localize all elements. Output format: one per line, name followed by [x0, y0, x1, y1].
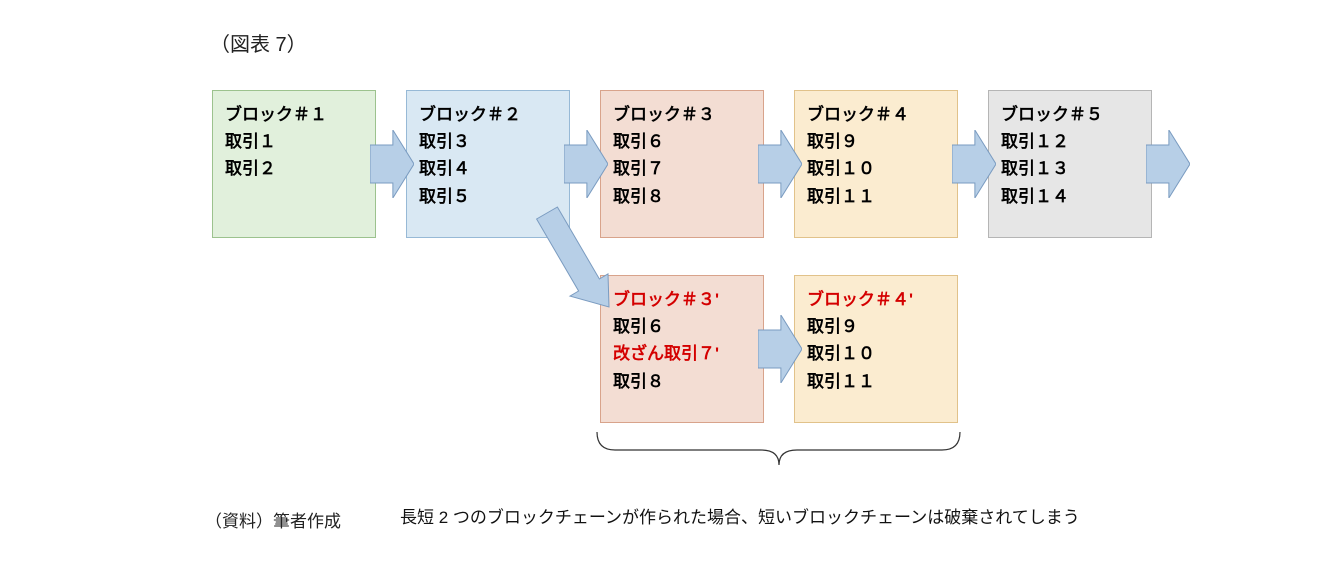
block-header: ブロック＃４': [807, 286, 945, 313]
block-5: ブロック＃５ 取引１２ 取引１３ 取引１４: [988, 90, 1152, 238]
figure-title: （図表 7）: [210, 28, 307, 57]
tx-line: 取引４: [419, 155, 557, 182]
arrow-diagonal-icon: [535, 205, 615, 315]
diagram-stage: （図表 7） ブロック＃１ 取引１ 取引２ ブロック＃２ 取引３ 取引４ 取引５…: [0, 0, 1320, 565]
tx-line: 取引９: [807, 128, 945, 155]
tx-line: 取引８: [613, 368, 751, 395]
block-header: ブロック＃５: [1001, 101, 1139, 128]
arrow-icon: [564, 130, 608, 198]
tx-line: 取引１: [225, 128, 363, 155]
tx-line: 取引１１: [807, 368, 945, 395]
tx-line: 取引８: [613, 183, 751, 210]
arrow-icon: [952, 130, 996, 198]
tx-line: 取引１１: [807, 183, 945, 210]
tx-line: 取引１３: [1001, 155, 1139, 182]
block-header: ブロック＃３: [613, 101, 751, 128]
tx-line: 取引１２: [1001, 128, 1139, 155]
block-header: ブロック＃１: [225, 101, 363, 128]
tx-line: 取引９: [807, 313, 945, 340]
arrow-icon: [758, 130, 802, 198]
tx-line-tampered: 改ざん取引７': [613, 340, 751, 367]
block-4-prime: ブロック＃４' 取引９ 取引１０ 取引１１: [794, 275, 958, 423]
tx-line: 取引３: [419, 128, 557, 155]
tx-line: 取引６: [613, 128, 751, 155]
block-1: ブロック＃１ 取引１ 取引２: [212, 90, 376, 238]
block-3: ブロック＃３ 取引６ 取引７ 取引８: [600, 90, 764, 238]
block-4: ブロック＃４ 取引９ 取引１０ 取引１１: [794, 90, 958, 238]
block-header: ブロック＃３': [613, 286, 751, 313]
block-3-prime: ブロック＃３' 取引６ 改ざん取引７' 取引８: [600, 275, 764, 423]
tx-line: 取引１４: [1001, 183, 1139, 210]
tx-line: 取引１０: [807, 155, 945, 182]
arrow-icon: [370, 130, 414, 198]
arrow-icon: [1146, 130, 1190, 198]
block-header: ブロック＃４: [807, 101, 945, 128]
tx-line: 取引７: [613, 155, 751, 182]
block-header: ブロック＃２: [419, 101, 557, 128]
credit-text: （資料）筆者作成: [205, 507, 341, 532]
tx-line: 取引１０: [807, 340, 945, 367]
arrow-icon: [758, 315, 802, 383]
tx-line: 取引２: [225, 155, 363, 182]
tx-line: 取引６: [613, 313, 751, 340]
caption-text: 長短 2 つのブロックチェーンが作られた場合、短いブロックチェーンは破棄されてし…: [400, 503, 1080, 528]
